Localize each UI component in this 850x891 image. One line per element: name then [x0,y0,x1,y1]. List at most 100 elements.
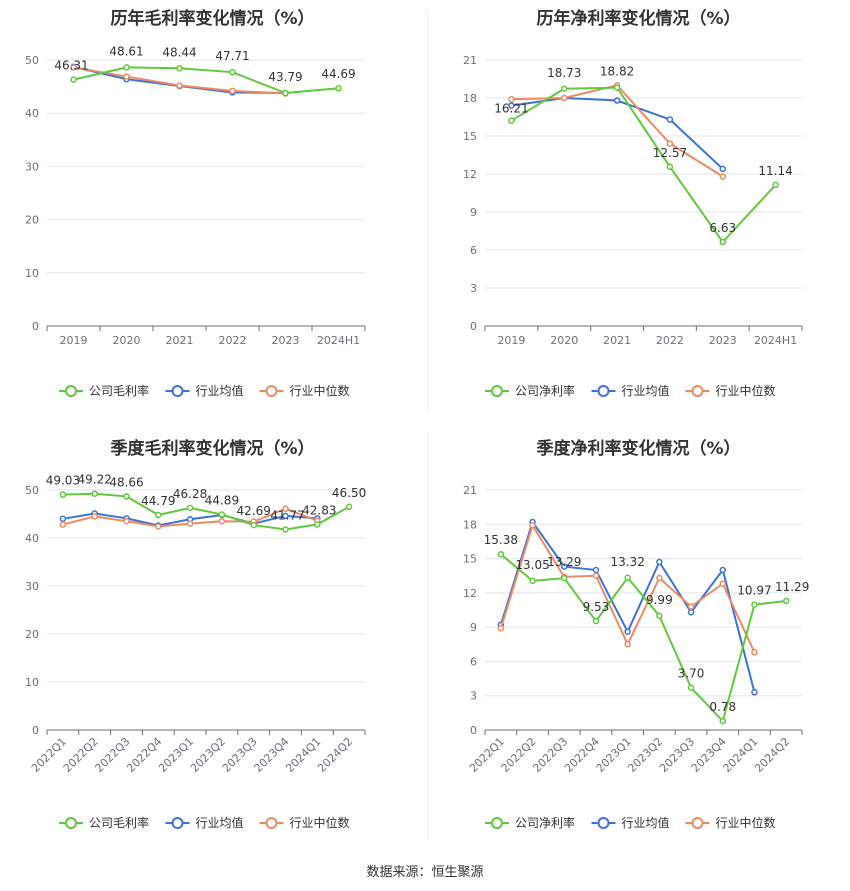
data-label: 18.73 [547,66,581,80]
y-tick-label: 3 [470,282,477,295]
data-point [562,576,567,581]
x-tick-label: 2024H1 [317,334,360,347]
legend-marker [599,386,609,396]
legend-item: 行业均值 [592,815,670,830]
legend-item: 公司净利率 [485,383,575,398]
legend-label: 行业中位数 [290,815,350,830]
data-point [251,523,256,528]
data-point [498,552,503,557]
chart-panel-annual-gross: 历年毛利率变化情况（%） 0 10 20 30 40 50 2019 2020 2021 2022… [0,0,425,420]
data-point [124,519,129,524]
data-point [784,598,789,603]
x-tick-label: 2021 [166,334,194,347]
y-tick-label: 18 [463,518,477,531]
y-tick-label: 50 [25,484,39,497]
data-label: 49.03 [46,474,80,488]
data-point [593,619,598,624]
series-line [511,98,722,169]
chart-svg-quarterly-net: 0369121518212022Q12022Q22022Q32022Q42023… [427,430,850,850]
data-point [625,629,630,634]
data-label: 46.31 [54,59,88,73]
legend-label: 公司毛利率 [89,383,149,398]
legend-item: 行业均值 [166,383,244,398]
data-point [773,182,778,187]
data-point [336,86,341,91]
data-label: 3.70 [678,667,705,681]
data-point [657,576,662,581]
data-label: 0.78 [709,700,736,714]
y-tick-label: 40 [25,532,39,545]
data-point [530,578,535,583]
data-point [657,560,662,565]
legend-item: 行业中位数 [260,815,350,830]
data-point [177,83,182,88]
data-point [625,642,630,647]
data-point [230,88,235,93]
data-label: 48.44 [162,45,196,59]
data-point [625,575,630,580]
data-point [219,519,224,524]
data-point [60,492,65,497]
y-tick-label: 3 [470,690,477,703]
data-label: 6.63 [709,221,736,235]
data-point [667,117,672,122]
legend-label: 公司净利率 [515,383,575,398]
data-point [752,650,757,655]
x-tick-label: 2024Q2 [315,735,355,775]
y-tick-label: 6 [470,655,477,668]
data-point [720,240,725,245]
data-label: 9.53 [583,600,610,614]
y-tick-label: 10 [25,267,39,280]
legend-marker [173,818,183,828]
panel-divider-vertical [427,432,428,840]
data-point [752,602,757,607]
legend-item: 行业均值 [592,383,670,398]
legend-marker [267,386,277,396]
data-label: 10.97 [737,584,771,598]
data-point [283,527,288,532]
data-label: 9.99 [646,593,673,607]
y-tick-label: 6 [470,244,477,257]
data-label: 15.38 [484,533,518,547]
legend-marker [173,386,183,396]
x-tick-label: 2020 [113,334,141,347]
y-tick-label: 15 [463,130,477,143]
x-tick-label: 2019 [60,334,88,347]
y-tick-label: 50 [25,54,39,67]
data-label: 13.05 [515,558,549,572]
y-tick-label: 12 [463,587,477,600]
data-point [156,513,161,518]
y-tick-label: 12 [463,168,477,181]
data-point [615,85,620,90]
legend-item: 行业中位数 [686,815,776,830]
legend-marker [693,386,703,396]
data-label: 16.21 [494,102,528,116]
legend-marker [66,818,76,828]
data-point [720,568,725,573]
data-label: 13.32 [610,555,644,569]
data-label: 44.79 [141,494,175,508]
data-point [562,96,567,101]
data-point [752,690,757,695]
data-point [498,626,503,631]
legend-label: 行业均值 [622,815,670,830]
data-source: 数据来源：恒生聚源 [0,861,850,880]
data-label: 46.28 [173,487,207,501]
legend-label: 行业均值 [196,815,244,830]
data-point [689,610,694,615]
y-tick-label: 0 [470,320,477,333]
data-label: 42.83 [302,503,336,517]
data-point [615,98,620,103]
legend-label: 公司净利率 [515,815,575,830]
data-point [60,522,65,527]
data-point [530,523,535,528]
x-tick-label: 2023 [709,334,737,347]
legend-label: 行业中位数 [290,383,350,398]
data-label: 48.61 [109,44,143,58]
x-tick-label: 2022 [656,334,684,347]
data-point [720,166,725,171]
y-tick-label: 21 [463,484,477,497]
data-label: 46.50 [332,486,366,500]
data-label: 13.29 [547,555,581,569]
x-tick-label: 2024Q2 [752,735,792,775]
